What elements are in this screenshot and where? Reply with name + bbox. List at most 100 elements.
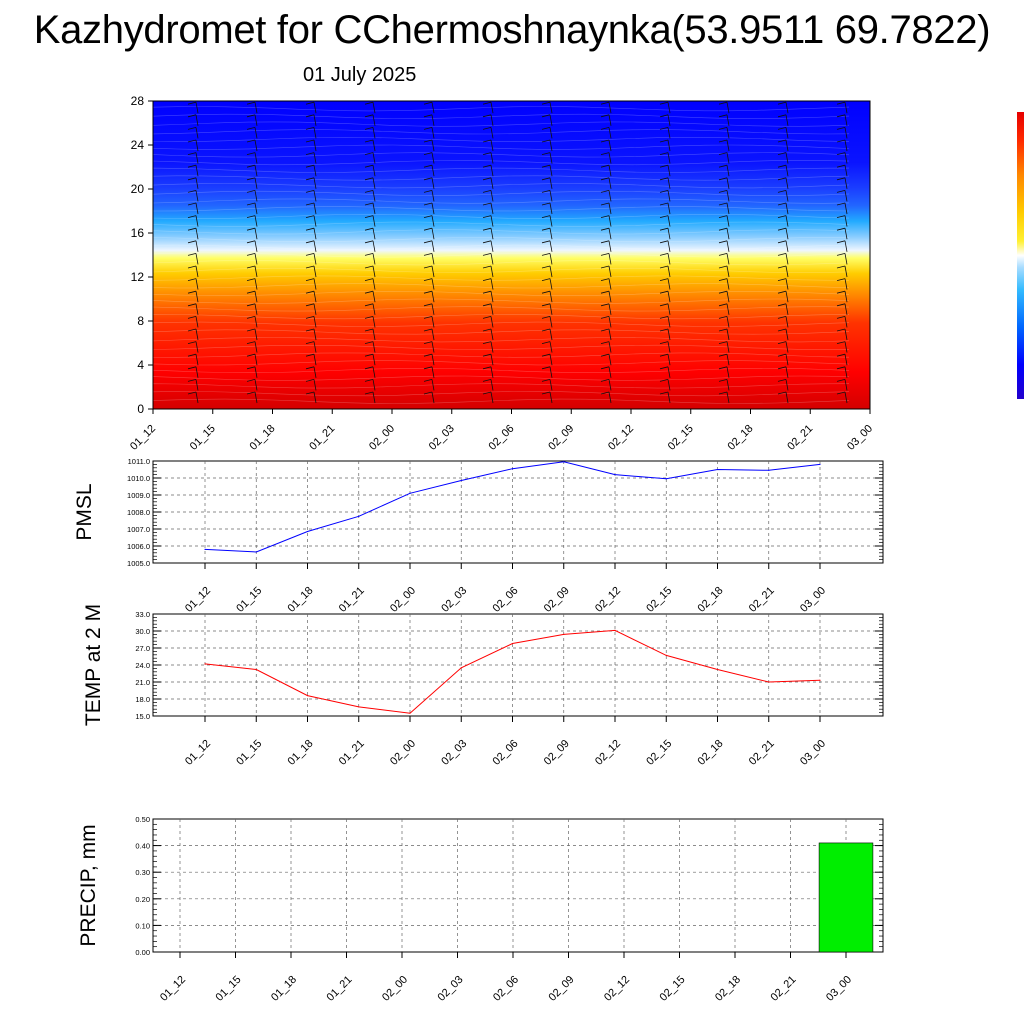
wind-barb-flag (364, 303, 374, 307)
wind-barb-flag (659, 114, 669, 118)
wind-barb (372, 278, 376, 290)
wind-barb-flag (659, 127, 669, 130)
wind-barb-flag (600, 253, 610, 256)
wind-barb (313, 165, 317, 177)
wind-barb-flag (600, 152, 610, 155)
y-tick-label: 1008.0 (127, 508, 150, 517)
wind-barb-flag (600, 202, 610, 206)
y-tick-label: 21.0 (135, 678, 150, 687)
wind-barb-flag (305, 127, 315, 130)
wind-barb-flag (482, 215, 492, 218)
x-tick-label: 01_18 (286, 585, 316, 615)
wind-barb (785, 354, 789, 366)
wind-barb (844, 391, 848, 404)
wind-barb-flag (246, 139, 256, 143)
wind-barb-flag (364, 353, 374, 357)
y-tick-label: 0.30 (135, 868, 150, 877)
wind-barb-flag (659, 152, 669, 155)
wind-barb-flag (423, 253, 433, 256)
wind-barb-flag (777, 328, 787, 332)
wind-barb-flag (600, 265, 610, 269)
wind-barb (726, 354, 730, 366)
wind-barb (785, 328, 789, 341)
contour-line (152, 190, 850, 196)
x-tick-label: 01_12 (158, 974, 188, 1004)
y-tick-label: 12 (131, 270, 145, 284)
chart-date: 01 July 2025 (303, 64, 417, 86)
wind-barb (608, 253, 612, 265)
wind-barb-flag (541, 328, 551, 332)
wind-barb-flag (659, 240, 669, 244)
wind-barb-flag (836, 177, 846, 181)
wind-barb-flag (423, 353, 433, 357)
wind-barb-flag (718, 265, 728, 269)
wind-barb-flag (777, 341, 787, 344)
wind-barb (667, 165, 671, 177)
wind-barb-flag (423, 265, 433, 269)
wind-barb-flag (836, 316, 846, 319)
wind-barb-flag (187, 127, 197, 130)
wind-barb (254, 177, 258, 189)
wind-barb-flag (541, 127, 551, 130)
x-tick-label: 01_12 (128, 423, 158, 453)
wind-barb (785, 316, 789, 328)
wind-barb (254, 114, 258, 126)
wind-barb (313, 190, 317, 202)
wind-barb (608, 152, 612, 164)
wind-barb (372, 215, 376, 227)
y-axis-label: PRECIP, mm (77, 824, 100, 946)
wind-barb-flag (836, 101, 846, 105)
wind-barb (549, 215, 553, 227)
x-tick-label: 02_00 (367, 423, 397, 453)
wind-barb-flag (364, 391, 374, 395)
wind-barb (195, 127, 199, 139)
wind-barb-flag (482, 303, 492, 307)
wind-barb-flag (541, 379, 551, 382)
wind-barb (254, 253, 258, 265)
wind-barb-flag (541, 240, 551, 244)
x-tick-label: 02_21 (747, 585, 777, 615)
wind-barb (372, 240, 376, 252)
wind-barb-flag (777, 240, 787, 244)
wind-barb-flag (364, 114, 374, 118)
contour-line (152, 244, 850, 250)
wind-barb (785, 177, 789, 189)
wind-barb-flag (836, 114, 846, 118)
wind-barb (372, 127, 376, 139)
wind-barb (431, 265, 435, 278)
contour-line (152, 221, 850, 227)
wind-barb-flag (718, 290, 728, 294)
wind-barb (667, 303, 671, 315)
contour-line (152, 367, 850, 374)
wind-barb (431, 316, 435, 328)
wind-barb (549, 114, 553, 126)
wind-barb-flag (305, 379, 315, 382)
wind-barb-flag (777, 353, 787, 357)
y-tick-label: 1009.0 (127, 491, 150, 500)
x-tick-label: 01_21 (325, 974, 355, 1004)
y-tick-label: 16 (131, 226, 145, 240)
wind-barb-flag (600, 139, 610, 143)
wind-barb-flag (836, 127, 846, 130)
wind-barb-flag (187, 366, 197, 370)
wind-barb-flag (305, 328, 315, 332)
wind-barb (726, 391, 730, 404)
wind-barb-flag (718, 316, 728, 319)
wind-barb-flag (246, 127, 256, 130)
wind-barb-flag (659, 328, 669, 332)
wind-barb-flag (187, 328, 197, 332)
wind-barb (785, 366, 789, 378)
wind-barb (667, 228, 671, 240)
x-tick-label: 01_21 (307, 423, 337, 453)
y-tick-label: 20 (131, 182, 145, 196)
wind-barb-flag (246, 101, 256, 105)
wind-barb-flag (187, 190, 197, 193)
contour-line (152, 213, 850, 220)
wind-barb (667, 341, 671, 353)
wind-barb (195, 177, 199, 189)
wind-barb (431, 328, 435, 341)
wind-barb (608, 228, 612, 240)
wind-barb-flag (600, 215, 610, 218)
wind-barb (549, 202, 553, 215)
wind-barb (726, 316, 730, 328)
